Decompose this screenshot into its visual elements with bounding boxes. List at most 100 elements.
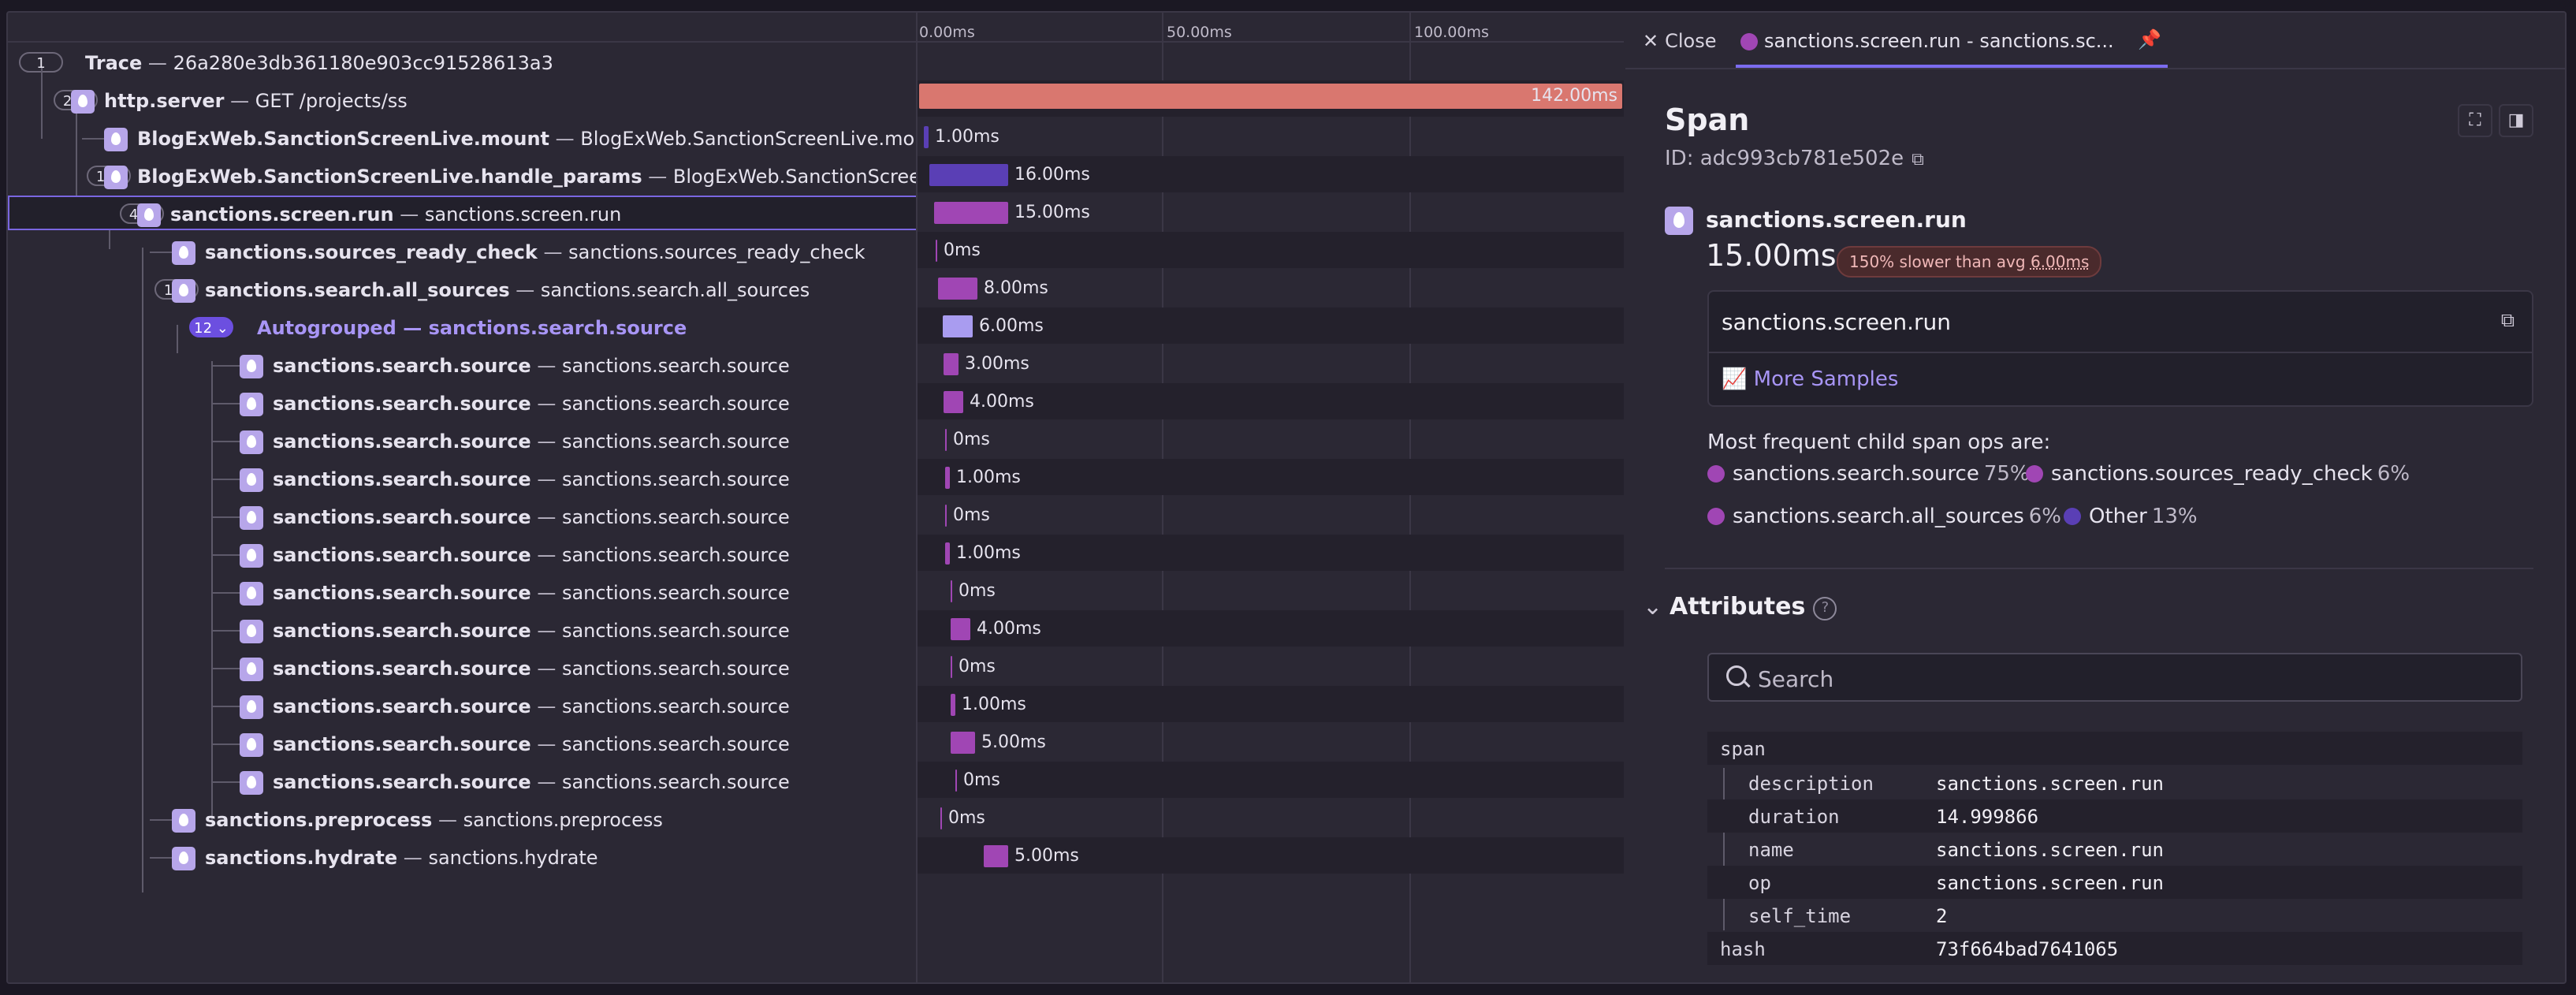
timeline-row[interactable]: 0ms bbox=[918, 799, 1624, 836]
span-duration-bar[interactable] bbox=[934, 202, 1008, 224]
timeline-row[interactable]: 6.00ms bbox=[918, 307, 1624, 344]
child-op-item[interactable]: sanctions.search.all_sources 6% bbox=[1707, 503, 2061, 530]
timeline-row[interactable]: 0ms bbox=[918, 762, 1624, 798]
span-row[interactable]: sanctions.search.source — sanctions.sear… bbox=[8, 498, 916, 536]
elixir-drop-icon bbox=[240, 658, 263, 681]
span-duration-bar[interactable] bbox=[924, 126, 929, 148]
more-samples-link[interactable]: 📈 More Samples bbox=[1722, 367, 1899, 391]
timeline-row[interactable]: 1.00ms bbox=[918, 459, 1624, 495]
span-row[interactable]: sanctions.search.source — sanctions.sear… bbox=[8, 650, 916, 688]
timeline-row[interactable]: 3.00ms bbox=[918, 345, 1624, 382]
tree-connector-line bbox=[76, 106, 77, 213]
span-row[interactable]: BlogExWeb.SanctionScreenLive.mount — Blo… bbox=[8, 120, 916, 158]
timeline-row[interactable]: 4.00ms bbox=[918, 610, 1624, 647]
span-row[interactable]: sanctions.search.source — sanctions.sear… bbox=[8, 725, 916, 763]
span-duration-bar[interactable] bbox=[944, 391, 963, 413]
span-duration-bar[interactable] bbox=[919, 84, 1622, 109]
autogroup-row[interactable]: 12 ⌄ Autogrouped — sanctions.search.sourc… bbox=[8, 309, 916, 347]
span-description-box: sanctions.screen.run ⧉ 📈 More Samples bbox=[1707, 290, 2533, 407]
span-duration-bar[interactable] bbox=[938, 278, 977, 300]
focus-button[interactable]: ⛶ bbox=[2458, 104, 2492, 137]
span-row[interactable]: sanctions.search.source — sanctions.sear… bbox=[8, 688, 916, 725]
span-duration-bar[interactable] bbox=[951, 694, 955, 716]
span-row[interactable]: sanctions.search.source — sanctions.sear… bbox=[8, 763, 916, 801]
span-duration-bar[interactable] bbox=[945, 467, 950, 489]
children-count-toggle[interactable]: 12 ⌄ bbox=[189, 317, 233, 337]
tree-header bbox=[8, 13, 916, 43]
timeline-row[interactable]: 8.00ms bbox=[918, 270, 1624, 306]
timeline-row[interactable]: 142.00ms bbox=[918, 80, 1624, 117]
sidebar-toggle-button[interactable]: ◨ bbox=[2499, 104, 2533, 137]
span-duration-label: 0ms bbox=[948, 808, 985, 828]
timeline-row[interactable]: 0ms bbox=[918, 232, 1624, 268]
close-button[interactable]: ✕ Close bbox=[1643, 30, 1717, 52]
attribute-row[interactable]: op sanctions.screen.run bbox=[1707, 866, 2522, 899]
timeline-row[interactable]: 1.00ms bbox=[918, 686, 1624, 722]
span-duration-bar[interactable] bbox=[945, 429, 947, 451]
span-duration-bar[interactable] bbox=[951, 732, 975, 754]
span-duration-bar[interactable] bbox=[929, 164, 1008, 186]
timeline-row[interactable]: 5.00ms bbox=[918, 724, 1624, 760]
timeline-row[interactable]: 1.00ms bbox=[918, 535, 1624, 571]
span-row[interactable]: sanctions.search.source — sanctions.sear… bbox=[8, 574, 916, 612]
span-row[interactable]: 1 ⌄BlogExWeb.SanctionScreenLive.handle_p… bbox=[8, 158, 916, 196]
child-op-item[interactable]: Other 13% bbox=[2064, 503, 2198, 530]
span-row[interactable]: 1 ⌄sanctions.search.all_sources — sancti… bbox=[8, 271, 916, 309]
timeline-row[interactable]: 15.00ms bbox=[918, 194, 1624, 230]
attribute-group-span[interactable]: span bbox=[1707, 732, 2522, 765]
timeline-row[interactable]: 4.00ms bbox=[918, 383, 1624, 419]
tab-span[interactable]: sanctions.screen.run - sanctions.sc... 📌 bbox=[1736, 13, 2168, 68]
span-duration-bar[interactable] bbox=[944, 353, 959, 375]
attribute-row[interactable]: description sanctions.screen.run bbox=[1748, 773, 2164, 795]
span-row[interactable]: 4 ⌄sanctions.screen.run — sanctions.scre… bbox=[8, 196, 916, 233]
timeline-row[interactable]: 0ms bbox=[918, 497, 1624, 533]
span-duration-label: 3.00ms bbox=[965, 354, 1029, 374]
child-op-item[interactable]: sanctions.sources_ready_check 6% bbox=[2026, 460, 2410, 487]
span-duration-bar[interactable] bbox=[936, 240, 937, 262]
avg-duration-link[interactable]: 6.00ms bbox=[2030, 252, 2090, 271]
pin-icon[interactable]: 📌 bbox=[2138, 28, 2161, 50]
timeline-row[interactable]: 0ms bbox=[918, 648, 1624, 684]
span-duration-bar[interactable] bbox=[943, 315, 973, 337]
span-row[interactable]: sanctions.sources_ready_check — sanction… bbox=[8, 233, 916, 271]
elixir-drop-icon bbox=[240, 620, 263, 643]
tab-span-label: sanctions.screen.run - sanctions.sc... bbox=[1764, 30, 2114, 52]
span-description: GET /projects/ss bbox=[255, 90, 408, 112]
attributes-section-toggle[interactable]: ⌄ Attributes? bbox=[1643, 593, 1837, 620]
span-op: sanctions.search.source bbox=[273, 771, 531, 793]
timeline-row[interactable]: 16.00ms bbox=[918, 156, 1624, 192]
attribute-row[interactable]: duration 14.999866 bbox=[1707, 799, 2522, 833]
attribute-row[interactable]: hash 73f664bad7641065 bbox=[1707, 932, 2522, 965]
timeline-row[interactable]: 1.00ms bbox=[918, 118, 1624, 155]
span-duration-bar[interactable] bbox=[955, 770, 957, 792]
span-duration-bar[interactable] bbox=[945, 505, 947, 527]
span-op: sanctions.search.source bbox=[273, 733, 531, 755]
trace-row[interactable]: 1 Trace — 26a280e3db361180e903cc91528613… bbox=[8, 44, 916, 82]
tree-connector-line bbox=[177, 325, 178, 353]
span-row[interactable]: sanctions.search.source — sanctions.sear… bbox=[8, 612, 916, 650]
span-row[interactable]: sanctions.search.source — sanctions.sear… bbox=[8, 536, 916, 574]
copy-icon[interactable]: ⧉ bbox=[1912, 150, 1924, 170]
attribute-row[interactable]: self_time 2 bbox=[1748, 905, 1948, 927]
attribute-row[interactable]: name sanctions.screen.run bbox=[1748, 839, 2164, 861]
span-duration-bar[interactable] bbox=[940, 807, 942, 829]
span-duration-bar[interactable] bbox=[945, 542, 950, 565]
child-op-item[interactable]: sanctions.search.source 75% bbox=[1707, 460, 2030, 487]
span-row[interactable]: sanctions.search.source — sanctions.sear… bbox=[8, 347, 916, 385]
copy-icon[interactable]: ⧉ bbox=[2500, 309, 2515, 331]
timeline-row[interactable]: 5.00ms bbox=[918, 837, 1624, 874]
span-row[interactable]: sanctions.hydrate — sanctions.hydrate bbox=[8, 839, 916, 877]
span-duration-bar[interactable] bbox=[951, 580, 952, 602]
span-duration-bar[interactable] bbox=[951, 656, 952, 678]
span-row[interactable]: sanctions.preprocess — sanctions.preproc… bbox=[8, 801, 916, 839]
span-row[interactable]: 2 ⌄http.server — GET /projects/ss bbox=[8, 82, 916, 120]
span-row[interactable]: sanctions.search.source — sanctions.sear… bbox=[8, 460, 916, 498]
span-row[interactable]: sanctions.search.source — sanctions.sear… bbox=[8, 423, 916, 460]
help-icon[interactable]: ? bbox=[1813, 597, 1837, 620]
timeline-row[interactable]: 0ms bbox=[918, 421, 1624, 457]
attributes-search-input[interactable] bbox=[1756, 662, 2500, 695]
span-row[interactable]: sanctions.search.source — sanctions.sear… bbox=[8, 385, 916, 423]
timeline-row[interactable]: 0ms bbox=[918, 572, 1624, 609]
span-duration-bar[interactable] bbox=[984, 845, 1008, 867]
span-duration-bar[interactable] bbox=[951, 618, 970, 640]
